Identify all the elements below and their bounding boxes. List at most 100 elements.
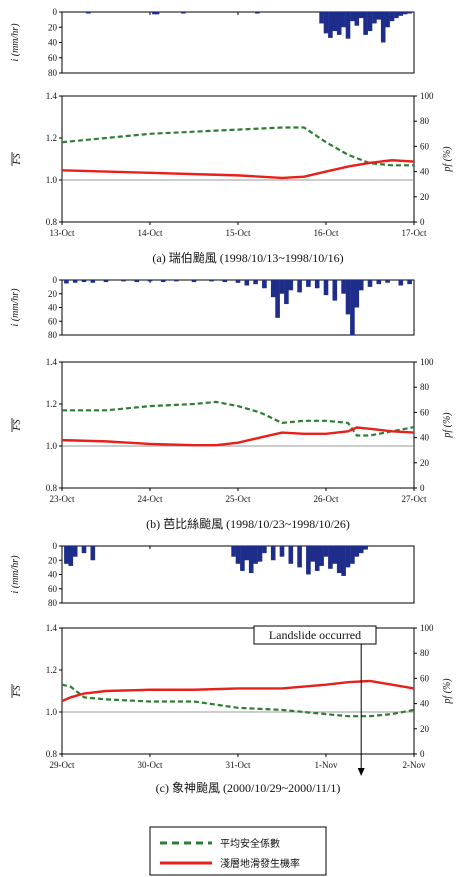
rainfall-ytick-label: 40 <box>48 303 58 313</box>
rainfall-bar <box>363 12 368 35</box>
rainfall-bar <box>81 546 87 554</box>
legend: 平均安全係數 淺層地滑發生機率 <box>149 826 327 876</box>
annotation-text: Landslide occurred <box>269 628 361 642</box>
stability-plot-b: 0.8 1.0 1.2 1.4 0 20 40 60 80 100 23-Oct 24-Oct 25-O… <box>11 357 453 504</box>
pf-ytick-label: 20 <box>420 192 430 202</box>
rainfall-ytick-label: 60 <box>48 53 58 63</box>
x-tick-label: 16-Oct <box>314 228 339 238</box>
rainfall-bar <box>222 280 228 283</box>
rainfall-bar <box>297 280 302 293</box>
fs-ytick-label: 0.8 <box>46 483 58 493</box>
rainfall-bar <box>402 12 408 15</box>
fs-ytick-label: 1.4 <box>46 623 58 633</box>
rainfall-bar <box>358 12 364 19</box>
rainfall-bar <box>86 12 91 14</box>
pf-ytick-label: 60 <box>420 141 430 151</box>
pf-ytick-label: 20 <box>420 724 430 734</box>
rainfall-bar <box>209 280 214 282</box>
pf-ytick-label: 20 <box>420 458 430 468</box>
rainfall-bar <box>152 12 157 15</box>
rainfall-bar <box>341 280 346 294</box>
rainfall-bar <box>103 280 109 283</box>
rainfall-bar <box>323 280 329 296</box>
rainfall-bar <box>310 546 316 562</box>
caption-b: (b) 芭比絲颱風 (1998/10/23~1998/10/26) <box>146 516 350 531</box>
rainfall-ytick-label: 80 <box>48 330 58 340</box>
rainfall-plot-c: 0 20 40 60 80 i (mm/hr) <box>10 541 415 608</box>
rainfall-bar <box>354 280 360 308</box>
rainfall-bar <box>385 12 390 28</box>
rainfall-bar <box>319 546 324 566</box>
pf-ytick-label: 60 <box>420 407 430 417</box>
rainfall-bar <box>64 546 69 564</box>
pf-ytick-label: 40 <box>420 167 430 177</box>
pf-axis-label: pf (%) <box>442 678 453 705</box>
rainfall-bar <box>257 546 263 562</box>
rainfall-bar <box>314 280 320 289</box>
rainfall-plot-b: 0 20 40 60 80 i (mm/hr) <box>10 275 415 340</box>
rainfall-bar <box>90 280 96 283</box>
fs-ytick-label: 1.2 <box>46 665 57 675</box>
rainfall-ytick-label: 0 <box>53 7 58 17</box>
fs-ytick-label: 1.2 <box>46 133 57 143</box>
rainfall-bar <box>398 280 404 286</box>
rainfall-bar <box>248 546 254 574</box>
rainfall-ytick-label: 80 <box>48 598 58 608</box>
x-tick-label: 26-Oct <box>314 494 339 504</box>
rainfall-plot-a: 0 20 40 60 80 i (mm/hr) <box>10 7 415 78</box>
rainfall-bar <box>235 280 241 283</box>
rainfall-bar <box>354 12 360 26</box>
rainfall-bar <box>345 12 351 39</box>
fs-ytick-label: 1.2 <box>46 399 57 409</box>
rainfall-bar <box>376 280 382 285</box>
rainfall-axis-label: i (mm/hr) <box>10 23 21 62</box>
rainfall-bar <box>72 280 78 283</box>
rainfall-bar <box>160 280 166 283</box>
rainfall-bar <box>174 280 179 282</box>
rainfall-ytick-label: 80 <box>48 68 58 78</box>
x-tick-label: 30-Oct <box>138 760 163 770</box>
rainfall-bar <box>394 12 399 19</box>
rainfall-bar <box>332 280 338 301</box>
rainfall-bar <box>64 280 69 284</box>
rainfall-bar <box>134 280 140 283</box>
rainfall-bar <box>367 280 373 287</box>
rainfall-bar <box>363 546 368 550</box>
rainfall-bar <box>284 280 289 305</box>
x-tick-label: 25-Oct <box>226 494 251 504</box>
rainfall-axis-label: i (mm/hr) <box>10 555 21 594</box>
fs-ytick-label: 0.8 <box>46 749 58 759</box>
rainfall-bar <box>323 546 329 557</box>
rainfall-bar <box>262 280 267 289</box>
rainfall-bar <box>90 546 96 561</box>
fs-series-line <box>62 400 415 437</box>
stability-frame <box>61 361 415 489</box>
rainfall-bar <box>358 546 364 554</box>
legend-pf-label: 淺層地滑發生機率 <box>220 857 300 870</box>
rainfall-bar <box>270 546 276 561</box>
rainfall-bar <box>345 546 351 568</box>
rainfall-bar <box>376 12 382 20</box>
rainfall-bar <box>341 546 346 576</box>
rainfall-bar <box>275 280 280 318</box>
caption-c: (c) 象神颱風 (2000/10/29~2000/11/1) <box>156 780 341 795</box>
rainfall-bar <box>255 12 260 14</box>
rainfall-bar <box>407 12 412 14</box>
rainfall-bar <box>231 546 236 557</box>
pf-ytick-label: 80 <box>420 648 430 658</box>
pf-ytick-label: 0 <box>420 217 425 227</box>
pf-ytick-label: 40 <box>420 699 430 709</box>
rainfall-bar <box>235 546 241 564</box>
rainfall-ytick-label: 20 <box>48 289 58 299</box>
fs-series-line <box>61 126 414 167</box>
rainfall-axis-label: i (mm/hr) <box>10 288 21 327</box>
pf-axis-label: pf (%) <box>442 146 453 173</box>
rainfall-bar <box>68 546 74 566</box>
fs-series-line <box>61 683 415 718</box>
rainfall-bar <box>350 12 355 22</box>
pf-ytick-label: 0 <box>420 483 425 493</box>
x-tick-label: 14-Oct <box>138 228 163 238</box>
rainfall-bar <box>288 546 294 564</box>
rainfall-bar <box>288 280 294 291</box>
